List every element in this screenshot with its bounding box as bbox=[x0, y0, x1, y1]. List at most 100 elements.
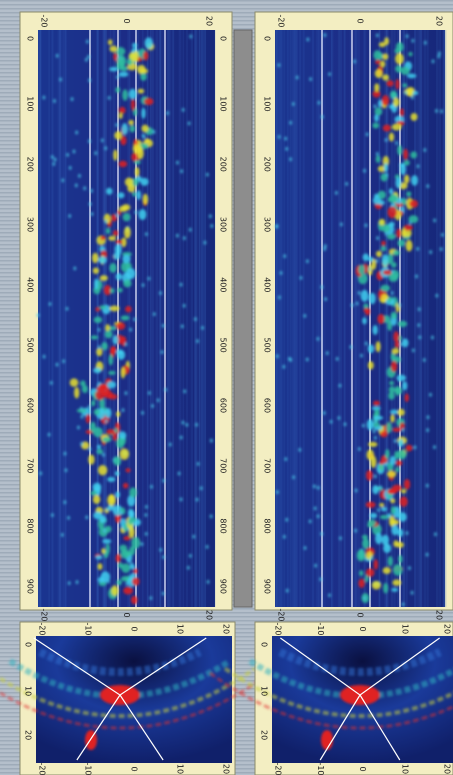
echo bbox=[395, 466, 400, 473]
tick-label: -20 bbox=[40, 14, 49, 27]
speckle bbox=[97, 345, 101, 350]
streak bbox=[214, 30, 216, 607]
speckle bbox=[289, 157, 293, 162]
speckle bbox=[142, 134, 146, 139]
speckle bbox=[39, 471, 43, 476]
speckle bbox=[303, 546, 307, 551]
echo bbox=[85, 413, 90, 424]
speckle bbox=[364, 341, 368, 346]
speckle bbox=[411, 348, 415, 353]
echo bbox=[365, 568, 375, 577]
echo bbox=[380, 430, 388, 438]
speckle bbox=[328, 593, 332, 598]
echo bbox=[109, 67, 119, 72]
speckle bbox=[94, 151, 98, 156]
speckle bbox=[285, 517, 289, 522]
echo bbox=[109, 305, 120, 312]
speckle bbox=[203, 240, 207, 245]
echo bbox=[373, 415, 384, 420]
echo bbox=[372, 122, 380, 129]
echo bbox=[390, 311, 398, 320]
echo bbox=[109, 45, 118, 53]
echo bbox=[96, 347, 103, 357]
echo bbox=[122, 482, 129, 489]
speckle bbox=[104, 146, 108, 151]
streak bbox=[396, 30, 400, 607]
streak bbox=[38, 30, 42, 607]
speckle bbox=[324, 297, 328, 302]
speckle bbox=[50, 155, 54, 160]
echo bbox=[387, 320, 393, 331]
speckle bbox=[335, 356, 339, 361]
echo bbox=[387, 253, 394, 265]
speckle bbox=[312, 484, 316, 489]
tick-label: 400 bbox=[219, 277, 228, 292]
echo bbox=[119, 448, 130, 460]
speckle bbox=[50, 513, 54, 518]
echo bbox=[107, 39, 113, 46]
speckle bbox=[179, 282, 183, 287]
echo bbox=[361, 534, 368, 540]
speckle bbox=[177, 471, 181, 476]
echo bbox=[365, 501, 376, 508]
echo bbox=[380, 284, 391, 292]
range-arc bbox=[278, 648, 442, 676]
speckle bbox=[415, 274, 419, 279]
speckle bbox=[133, 317, 137, 322]
streak bbox=[178, 30, 182, 607]
speckle bbox=[70, 97, 74, 102]
echo bbox=[381, 95, 390, 106]
echo bbox=[362, 253, 370, 262]
echo bbox=[386, 421, 392, 434]
speckle bbox=[410, 590, 414, 595]
echo bbox=[98, 527, 108, 537]
echo bbox=[371, 421, 380, 428]
streak bbox=[167, 30, 170, 607]
echo bbox=[118, 205, 128, 212]
tick-label: 20 bbox=[222, 764, 231, 774]
speckle bbox=[384, 231, 388, 236]
speckle bbox=[186, 565, 190, 570]
speckle bbox=[88, 447, 92, 452]
echo bbox=[362, 317, 367, 325]
speckle bbox=[390, 291, 394, 296]
streak bbox=[186, 30, 188, 607]
echo bbox=[374, 83, 380, 92]
speckle bbox=[129, 327, 133, 332]
echo bbox=[128, 119, 135, 126]
beam-line bbox=[359, 637, 440, 761]
echo bbox=[107, 476, 116, 482]
speckle bbox=[107, 95, 111, 100]
speckle bbox=[141, 410, 145, 415]
speckle bbox=[115, 213, 119, 218]
speckle bbox=[90, 211, 94, 216]
speckle bbox=[180, 169, 184, 174]
echo bbox=[135, 166, 140, 178]
echo bbox=[405, 444, 413, 452]
echo bbox=[99, 515, 107, 524]
echo bbox=[388, 132, 395, 142]
tick-label: 600 bbox=[26, 398, 35, 413]
echo bbox=[359, 570, 364, 577]
tick-label: 0 bbox=[122, 18, 131, 23]
echo bbox=[368, 256, 374, 262]
speckle bbox=[417, 307, 421, 312]
echo bbox=[390, 352, 396, 362]
speckle bbox=[36, 313, 40, 318]
speckle bbox=[181, 107, 185, 112]
tick-label: 20 bbox=[435, 610, 444, 620]
speckle bbox=[87, 405, 91, 410]
echo bbox=[393, 331, 400, 343]
echo bbox=[391, 524, 399, 536]
speckle bbox=[42, 354, 46, 359]
streak bbox=[104, 30, 107, 607]
speckle bbox=[339, 222, 343, 227]
streak bbox=[102, 30, 105, 607]
tick-label: 600 bbox=[219, 398, 228, 413]
echo bbox=[388, 104, 395, 109]
echo bbox=[367, 361, 374, 370]
echo bbox=[133, 107, 138, 117]
streak bbox=[201, 30, 204, 607]
speckle bbox=[199, 486, 203, 491]
echo bbox=[397, 239, 406, 247]
